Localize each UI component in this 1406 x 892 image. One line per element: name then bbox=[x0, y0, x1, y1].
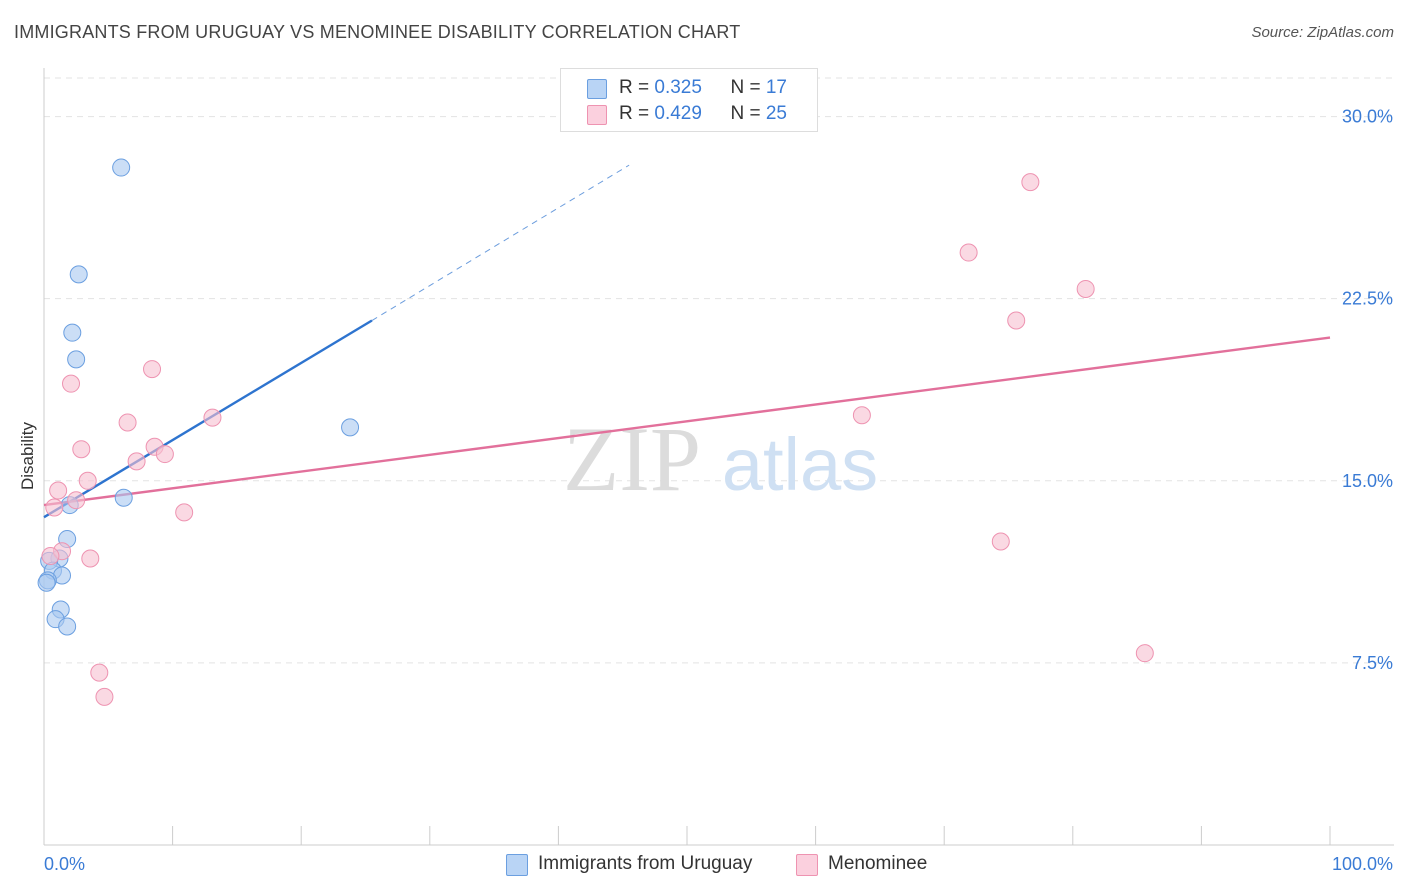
point-menominee bbox=[959, 243, 978, 262]
point-menominee bbox=[72, 440, 91, 459]
bottom-legend-label-menominee: Menominee bbox=[828, 853, 928, 874]
legend-n-label: N = bbox=[730, 103, 766, 124]
point-uruguay bbox=[58, 617, 77, 636]
point-menominee bbox=[41, 547, 60, 566]
x-tick-label: 100.0% bbox=[1332, 854, 1393, 874]
watermark: ZIP atlas bbox=[563, 408, 878, 510]
point-menominee bbox=[49, 481, 68, 500]
point-uruguay bbox=[112, 158, 131, 177]
source-label: Source: ZipAtlas.com bbox=[1251, 24, 1394, 41]
data-points bbox=[37, 158, 1154, 706]
legend-n-value-uruguay: 17 bbox=[765, 77, 787, 98]
x-ticks bbox=[43, 826, 1331, 845]
trend-line-dashed-uruguay bbox=[371, 164, 630, 321]
legend-n-value-menominee: 25 bbox=[765, 103, 787, 124]
y-tick-label: 15.0% bbox=[1342, 471, 1393, 491]
watermark-zip: ZIP bbox=[563, 408, 701, 510]
y-axis-label: Disability bbox=[18, 421, 37, 490]
y-tick-label: 22.5% bbox=[1342, 289, 1393, 309]
point-menominee bbox=[203, 408, 222, 427]
point-uruguay bbox=[69, 265, 88, 284]
point-menominee bbox=[90, 663, 109, 682]
x-tick-label: 0.0% bbox=[44, 854, 85, 874]
watermark-atlas: atlas bbox=[722, 423, 878, 506]
legend-r-label: R = bbox=[619, 77, 655, 98]
point-menominee bbox=[67, 491, 86, 510]
point-menominee bbox=[175, 503, 194, 522]
point-uruguay bbox=[114, 488, 133, 507]
point-menominee bbox=[127, 452, 146, 471]
legend-r-value-menominee: 0.429 bbox=[654, 103, 702, 124]
point-menominee bbox=[95, 687, 114, 706]
point-menominee bbox=[1135, 644, 1154, 663]
point-menominee bbox=[81, 549, 100, 568]
point-uruguay bbox=[67, 350, 86, 369]
point-menominee bbox=[78, 471, 97, 490]
legend-r-label: R = bbox=[619, 103, 655, 124]
y-tick-labels: 7.5% 15.0% 22.5% 30.0% bbox=[1342, 107, 1393, 673]
point-menominee bbox=[118, 413, 137, 432]
point-menominee bbox=[1021, 173, 1040, 192]
trend-line-menominee bbox=[43, 336, 1331, 507]
point-uruguay bbox=[341, 418, 360, 437]
bottom-legend-swatch-menominee bbox=[796, 854, 818, 876]
point-uruguay bbox=[63, 323, 82, 342]
legend-swatch-menominee bbox=[587, 105, 607, 125]
point-uruguay bbox=[37, 573, 56, 592]
point-menominee bbox=[45, 498, 64, 517]
gridlines bbox=[44, 77, 1394, 664]
bottom-legend-label-uruguay: Immigrants from Uruguay bbox=[538, 853, 753, 874]
chart-title: IMMIGRANTS FROM URUGUAY VS MENOMINEE DIS… bbox=[14, 22, 741, 42]
point-menominee bbox=[1076, 279, 1095, 298]
point-menominee bbox=[852, 406, 871, 425]
point-menominee bbox=[1007, 311, 1026, 330]
legend-n-label: N = bbox=[730, 77, 766, 98]
legend-swatch-uruguay bbox=[587, 79, 607, 99]
axes bbox=[43, 68, 1394, 846]
point-menominee bbox=[143, 360, 162, 379]
point-menominee bbox=[62, 374, 81, 393]
y-tick-label: 7.5% bbox=[1352, 653, 1393, 673]
x-tick-labels: 0.0% 100.0% bbox=[44, 854, 1393, 874]
y-tick-label: 30.0% bbox=[1342, 107, 1393, 127]
point-menominee bbox=[155, 445, 174, 464]
point-menominee bbox=[991, 532, 1010, 551]
correlation-legend: R = 0.325 N = 17 R = 0.429 N = 25 bbox=[560, 68, 818, 132]
legend-r-value-uruguay: 0.325 bbox=[654, 77, 702, 98]
bottom-legend-swatch-uruguay bbox=[506, 854, 528, 876]
